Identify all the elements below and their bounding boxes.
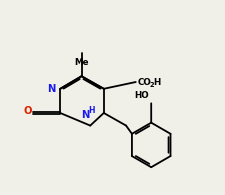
Text: HO: HO xyxy=(135,91,149,100)
Text: CO: CO xyxy=(138,78,152,88)
Text: H: H xyxy=(88,106,94,115)
Text: 2: 2 xyxy=(150,82,154,89)
Text: N: N xyxy=(81,110,90,120)
Text: N: N xyxy=(47,84,56,94)
Text: H: H xyxy=(153,78,160,88)
Text: Me: Me xyxy=(74,58,89,67)
Text: O: O xyxy=(24,106,32,116)
